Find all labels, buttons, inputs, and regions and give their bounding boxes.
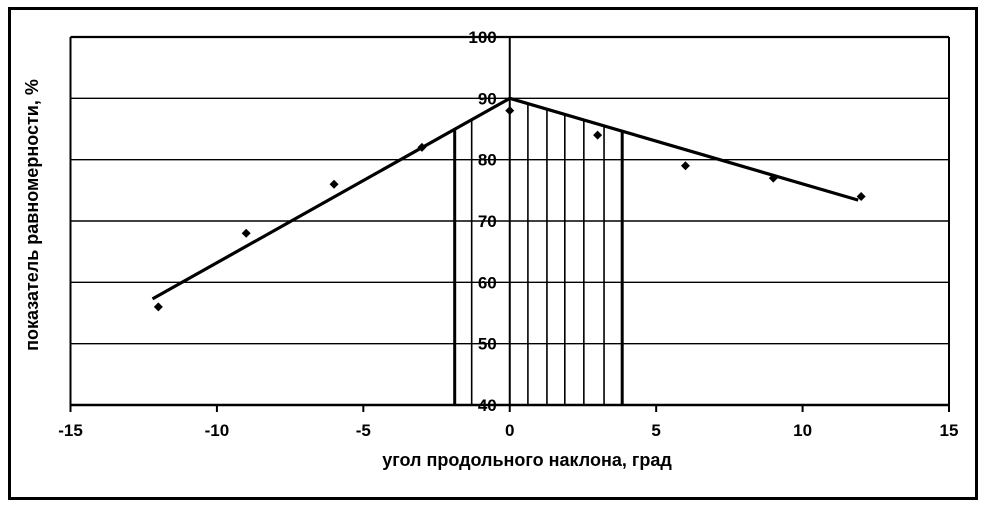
data-point-diamond xyxy=(856,191,866,201)
data-point-diamond xyxy=(768,173,778,183)
y-tick-label-40: 40 xyxy=(478,396,497,415)
y-tick-label-100: 100 xyxy=(468,28,496,47)
x-axis-title: угол продольного наклона, град xyxy=(382,450,672,470)
x-tick-label-5: 5 xyxy=(651,421,660,440)
data-point-diamond xyxy=(505,106,515,116)
y-tick-label-90: 90 xyxy=(478,89,497,108)
data-point-diamond xyxy=(241,228,251,238)
data-point-diamond xyxy=(153,302,163,312)
data-point-diamond xyxy=(417,142,427,152)
data-point-diamond xyxy=(680,161,690,171)
y-tick-label-60: 60 xyxy=(478,273,497,292)
figure-border xyxy=(8,7,978,500)
x-tick-label--10: -10 xyxy=(205,421,230,440)
data-point-diamond xyxy=(329,179,339,189)
x-tick-label--5: -5 xyxy=(356,421,371,440)
y-tick-label-70: 70 xyxy=(478,212,497,231)
y-tick-label-80: 80 xyxy=(478,151,497,170)
x-tick-label--15: -15 xyxy=(58,421,83,440)
trend-line-left xyxy=(151,96,511,301)
x-tick-label-15: 15 xyxy=(940,421,959,440)
trend-line-right xyxy=(509,96,859,202)
data-point-diamond xyxy=(593,130,603,140)
y-tick-label-50: 50 xyxy=(478,335,497,354)
x-tick-label-10: 10 xyxy=(793,421,812,440)
chart-render-layer: -15 -10 -5 0 5 10 15 40 50 60 70 80 90 100 xyxy=(8,7,978,500)
y-axis-title: показатель равномерности, % xyxy=(22,79,42,351)
x-tick-label-0: 0 xyxy=(505,421,514,440)
